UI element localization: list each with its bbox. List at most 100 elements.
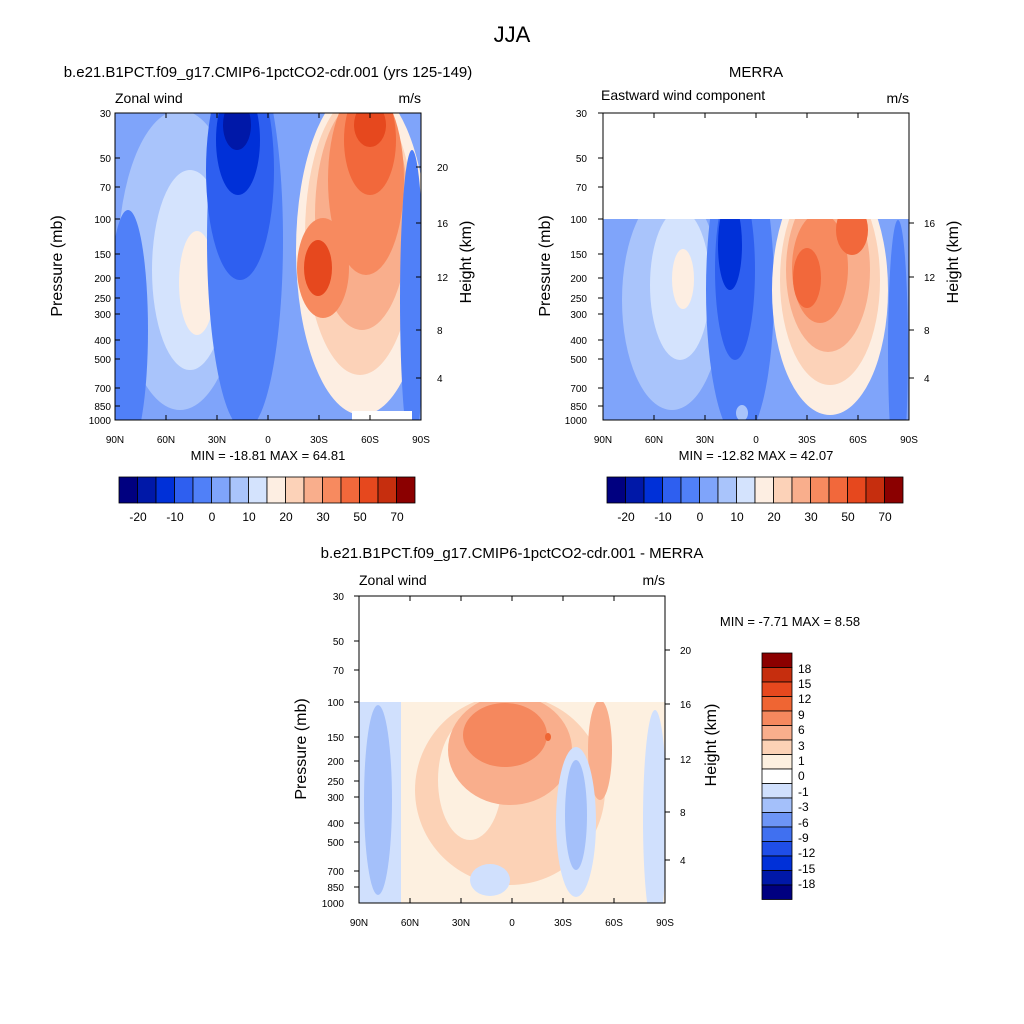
merra-pressure-tick: 400 — [570, 336, 587, 347]
diff-pressure-tick: 400 — [327, 819, 344, 830]
diff-height-tick: 16 — [680, 700, 692, 711]
colorbar-swatch — [761, 652, 793, 668]
colorbar-swatch — [359, 476, 379, 504]
diff-lat-tick: 90N — [350, 918, 368, 929]
diff-lat-tick: 60S — [605, 918, 623, 929]
model-lat-tick: 60N — [157, 435, 175, 446]
merra-height-tick: 8 — [924, 326, 930, 337]
merra-lat-tick: 60S — [849, 435, 867, 446]
colorbar-label: -3 — [798, 800, 809, 814]
colorbar-swatch — [192, 476, 212, 504]
colorbar-swatch — [761, 812, 793, 828]
colorbar-label: 30 — [316, 510, 330, 524]
colorbar-label: 10 — [242, 510, 256, 524]
colorbar-label: 0 — [697, 510, 704, 524]
model-lat-tick: 30N — [208, 435, 226, 446]
diff-x-tick-marks — [409, 596, 615, 903]
merra-pressure-tick: 100 — [570, 215, 587, 226]
model-lat-tick: 60S — [361, 435, 379, 446]
model-height-ticks: 20 16 12 8 4 — [437, 163, 449, 385]
model-pressure-tick: 400 — [94, 336, 111, 347]
merra-pressure-tick: 30 — [576, 109, 588, 120]
merra-y2-axis-label: Height (km) — [945, 221, 962, 304]
model-pressure-tick: 200 — [94, 274, 111, 285]
model-height-tick: 4 — [437, 374, 443, 385]
colorbar-label: 6 — [798, 723, 805, 737]
merra-contour-field — [603, 219, 909, 420]
colorbar-label: -18 — [798, 877, 816, 891]
diff-pressure-tick: 300 — [327, 793, 344, 804]
merra-y-tick-marks — [598, 112, 914, 407]
colorbar-swatch — [761, 855, 793, 871]
colorbar-swatch — [643, 476, 663, 504]
colorbar-swatch — [884, 476, 904, 504]
model-pressure-tick: 700 — [94, 384, 111, 395]
colorbar-label: 15 — [798, 677, 812, 691]
colorbar-label: 50 — [353, 510, 367, 524]
panel-model: b.e21.B1PCT.f09_g17.CMIP6-1pctCO2-cdr.00… — [49, 64, 475, 524]
panel-merra: MERRA Eastward wind component m/s 30 50 … — [537, 64, 962, 524]
merra-x-ticks: 90N 60N 30N 0 30S 60S 90S — [594, 435, 918, 446]
merra-lat-tick: 30S — [798, 435, 816, 446]
merra-lat-tick: 30N — [696, 435, 714, 446]
merra-pressure-tick: 150 — [570, 250, 587, 261]
colorbar-label: 30 — [804, 510, 818, 524]
colorbar-label: 9 — [798, 708, 805, 722]
colorbar-swatch — [606, 476, 626, 504]
colorbar-swatch — [322, 476, 342, 504]
colorbar-label: -12 — [798, 846, 816, 860]
colorbar-swatch — [761, 710, 793, 726]
colorbar-label: 50 — [841, 510, 855, 524]
model-contour-field — [115, 113, 421, 420]
colorbar-swatch — [761, 754, 793, 770]
diff-height-tick: 4 — [680, 856, 686, 867]
merra-height-tick: 12 — [924, 273, 936, 284]
diff-height-tick: 8 — [680, 808, 686, 819]
model-lat-tick: 30S — [310, 435, 328, 446]
model-pressure-tick: 150 — [94, 250, 111, 261]
colorbar-swatch — [761, 884, 793, 900]
colorbar-label: -20 — [129, 510, 147, 524]
colorbar-swatch — [847, 476, 867, 504]
model-pressure-tick: 70 — [100, 183, 112, 194]
colorbar-swatch — [662, 476, 682, 504]
colorbar-label: -6 — [798, 816, 809, 830]
colorbar-swatch — [680, 476, 700, 504]
panel-merra-units: m/s — [886, 90, 909, 106]
panel-diff-title: b.e21.B1PCT.f09_g17.CMIP6-1pctCO2-cdr.00… — [321, 545, 704, 562]
diff-lat-tick: 0 — [509, 918, 515, 929]
merra-pressure-tick: 700 — [570, 384, 587, 395]
colorbar-swatch — [761, 783, 793, 799]
merra-pressure-tick: 70 — [576, 183, 588, 194]
diff-min-max: MIN = -7.71 MAX = 8.58 — [720, 614, 860, 629]
merra-height-tick: 16 — [924, 219, 936, 230]
model-pressure-tick: 100 — [94, 215, 111, 226]
model-lat-tick: 90S — [412, 435, 430, 446]
colorbar-swatch — [761, 870, 793, 886]
merra-x-tick-marks — [653, 113, 859, 420]
merra-pressure-tick: 50 — [576, 154, 588, 165]
colorbar-swatch — [761, 681, 793, 697]
colorbar-swatch — [118, 476, 138, 504]
merra-y-axis-label: Pressure (mb) — [537, 215, 554, 316]
model-y-axis-label: Pressure (mb) — [49, 215, 66, 316]
diff-y-axis-label: Pressure (mb) — [293, 698, 310, 799]
merra-pressure-tick: 250 — [570, 294, 587, 305]
diff-pressure-tick: 850 — [327, 883, 344, 894]
diff-lat-tick: 90S — [656, 918, 674, 929]
merra-pressure-tick: 1000 — [565, 416, 588, 427]
model-lat-tick: 90N — [106, 435, 124, 446]
model-pressure-tick: 300 — [94, 310, 111, 321]
colorbar-label: 0 — [798, 769, 805, 783]
merra-colorbar: -20 -10 0 10 20 30 50 70 — [606, 476, 904, 524]
colorbar-swatch — [625, 476, 645, 504]
model-x-tick-marks — [165, 113, 371, 420]
colorbar-label: -10 — [166, 510, 184, 524]
colorbar-swatch — [248, 476, 268, 504]
diff-height-tick: 20 — [680, 646, 692, 657]
model-pressure-tick: 30 — [100, 109, 112, 120]
panel-model-units: m/s — [398, 90, 421, 106]
colorbar-label: -10 — [654, 510, 672, 524]
diff-lat-tick: 30N — [452, 918, 470, 929]
